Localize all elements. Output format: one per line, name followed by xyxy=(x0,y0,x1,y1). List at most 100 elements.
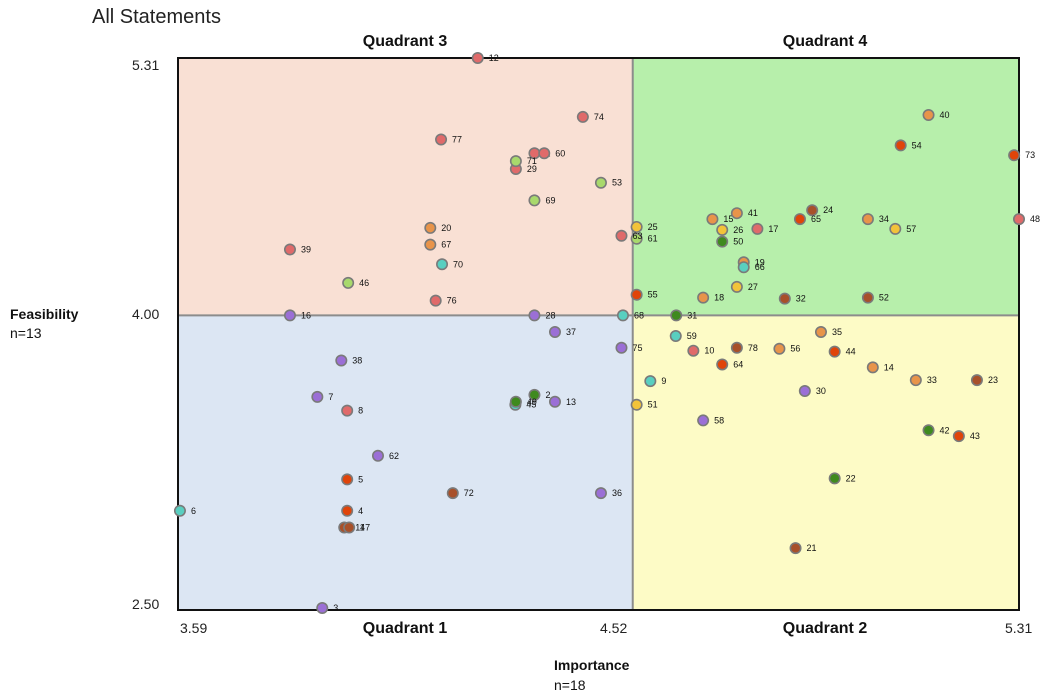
point-label: 48 xyxy=(1030,214,1040,224)
data-point-40: 40 xyxy=(922,108,950,121)
point-label: 54 xyxy=(912,140,922,150)
point-label: 46 xyxy=(359,278,369,288)
point-marker xyxy=(343,521,356,534)
data-point-15: 15 xyxy=(706,213,733,226)
y-tick-label-middle: 4.00 xyxy=(132,306,160,322)
point-label: 30 xyxy=(816,386,826,396)
data-point-12: 12 xyxy=(471,51,499,64)
point-label: 26 xyxy=(733,225,743,235)
point-label: 50 xyxy=(733,237,743,247)
data-point-62: 62 xyxy=(371,449,399,462)
point-label: 57 xyxy=(906,224,916,234)
point-marker xyxy=(737,261,750,274)
point-label: 2 xyxy=(545,390,550,400)
data-point-63: 63 xyxy=(615,229,642,242)
point-label: 3 xyxy=(333,603,338,613)
data-point-23: 23 xyxy=(970,374,998,387)
point-marker xyxy=(909,374,922,387)
point-marker xyxy=(548,326,561,339)
point-marker xyxy=(630,232,643,245)
point-label: 17 xyxy=(768,224,778,234)
data-point-39: 39 xyxy=(283,243,311,256)
data-point-64: 64 xyxy=(716,358,743,371)
point-label: 52 xyxy=(879,293,889,303)
data-point-27: 27 xyxy=(730,280,758,293)
point-label: 29 xyxy=(527,164,537,174)
data-point-61: 61 xyxy=(630,232,658,245)
data-point-5: 5 xyxy=(341,473,363,486)
point-marker xyxy=(424,238,437,251)
data-point-31: 31 xyxy=(670,309,697,322)
point-label: 38 xyxy=(352,356,362,366)
point-marker xyxy=(528,309,541,322)
point-marker xyxy=(828,345,841,358)
point-marker xyxy=(615,229,628,242)
data-point-60: 60 xyxy=(538,147,565,160)
data-point-77: 77 xyxy=(435,133,462,146)
point-label: 78 xyxy=(748,343,758,353)
point-label: 32 xyxy=(796,294,806,304)
data-point-73: 73 xyxy=(1008,149,1035,162)
data-point-16: 16 xyxy=(283,309,311,322)
data-point-32: 32 xyxy=(778,292,806,305)
data-point-22: 22 xyxy=(828,472,856,485)
point-marker xyxy=(342,276,355,289)
data-point-69: 69 xyxy=(528,194,555,207)
data-point-76: 76 xyxy=(429,294,457,307)
point-marker xyxy=(730,341,743,354)
data-point-44: 44 xyxy=(828,345,856,358)
point-label: 60 xyxy=(555,148,565,158)
point-label: 55 xyxy=(648,290,658,300)
point-marker xyxy=(316,602,329,615)
point-label: 24 xyxy=(823,205,833,215)
point-marker xyxy=(311,390,324,403)
data-point-57: 57 xyxy=(889,222,916,235)
point-label: 22 xyxy=(846,473,856,483)
point-label: 35 xyxy=(832,327,842,337)
point-marker xyxy=(594,487,607,500)
point-marker xyxy=(814,326,827,339)
data-point-18: 18 xyxy=(697,291,724,304)
data-point-78: 78 xyxy=(730,341,758,354)
data-point-36: 36 xyxy=(594,487,622,500)
point-marker xyxy=(861,213,874,226)
point-marker xyxy=(173,504,186,517)
point-marker xyxy=(970,374,983,387)
point-label: 19 xyxy=(755,257,765,267)
point-marker xyxy=(1012,213,1025,226)
point-marker xyxy=(828,472,841,485)
point-label: 62 xyxy=(389,451,399,461)
y-axis-count: n=13 xyxy=(10,325,42,341)
quadrant-3-area xyxy=(178,58,633,316)
point-label: 13 xyxy=(566,397,576,407)
point-label: 42 xyxy=(940,425,950,435)
data-point-30: 30 xyxy=(798,384,826,397)
data-point-65: 65 xyxy=(793,213,821,226)
point-label: 59 xyxy=(687,331,697,341)
quadrant-1-label: Quadrant 1 xyxy=(362,620,448,637)
point-marker xyxy=(861,291,874,304)
point-marker xyxy=(697,414,710,427)
point-label: 66 xyxy=(755,262,765,272)
point-marker xyxy=(630,288,643,301)
point-label: 8 xyxy=(358,406,363,416)
point-marker xyxy=(615,341,628,354)
data-point-72: 72 xyxy=(446,487,474,500)
point-marker xyxy=(528,388,541,401)
data-point-4: 4 xyxy=(341,504,363,517)
data-point-55: 55 xyxy=(630,288,658,301)
data-point-46: 46 xyxy=(342,276,369,289)
data-point-6: 6 xyxy=(173,504,196,517)
point-marker xyxy=(283,309,296,322)
point-label: 63 xyxy=(632,231,642,241)
point-label: 14 xyxy=(884,362,894,372)
point-marker xyxy=(730,207,743,220)
data-point-7: 7 xyxy=(311,390,333,403)
data-point-37: 37 xyxy=(548,326,576,339)
point-label: 34 xyxy=(879,214,889,224)
data-point-71: 71 xyxy=(509,155,537,168)
data-point-8: 8 xyxy=(341,404,363,417)
point-marker xyxy=(616,309,629,322)
point-marker xyxy=(341,473,354,486)
point-marker xyxy=(806,204,819,217)
